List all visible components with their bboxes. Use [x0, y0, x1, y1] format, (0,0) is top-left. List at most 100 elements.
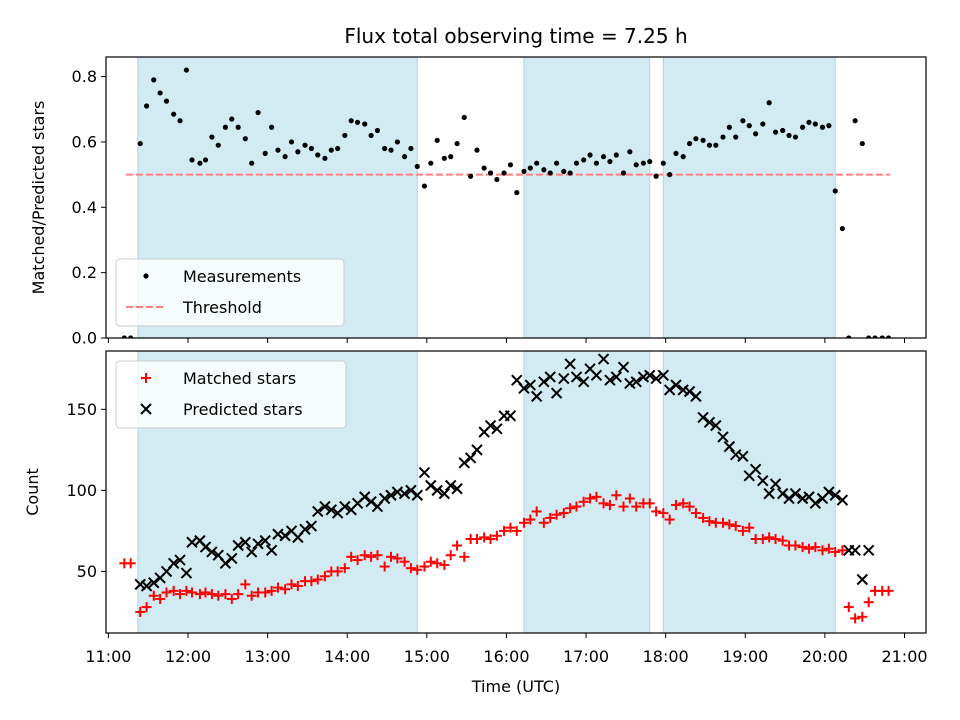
x-stroke-2	[418, 466, 431, 479]
matched-star-point	[857, 611, 868, 622]
measurement-point	[561, 168, 567, 174]
matched-star-point	[445, 550, 456, 561]
predicted-star-point	[339, 500, 351, 513]
measurement-point	[441, 155, 447, 161]
measurement-point	[600, 154, 607, 160]
matched-star-point	[505, 522, 516, 533]
matched-star-point	[624, 493, 635, 504]
x-tick-label: 17:00	[563, 647, 609, 666]
predicted-star-point	[305, 520, 318, 532]
x-stroke-2	[749, 463, 762, 476]
matched-star-point	[240, 579, 251, 590]
predicted-star-point	[862, 544, 875, 557]
matched-star-point	[200, 587, 211, 598]
x-stroke-2	[511, 374, 523, 386]
measurement-point	[879, 335, 885, 338]
legend-marker-matched	[141, 373, 151, 383]
predicted-star-point	[809, 497, 822, 510]
predicted-star-point	[299, 523, 311, 535]
matched-star-point	[604, 499, 615, 510]
predicted-star-point	[464, 452, 477, 464]
predicted-star-point	[140, 580, 153, 592]
measurement-point	[806, 119, 812, 125]
measurement-point	[401, 154, 408, 160]
measurement-point	[740, 118, 746, 124]
matched-star-point	[155, 593, 166, 604]
predicted-star-point	[577, 376, 590, 388]
measurement-point	[733, 134, 739, 140]
predicted-star-point	[167, 557, 180, 570]
matched-star-point	[611, 490, 622, 501]
x-tick-label: 14:00	[324, 647, 370, 666]
measurement-point	[541, 167, 547, 173]
measurement-point	[288, 139, 295, 145]
x-tick-label: 16:00	[483, 647, 529, 666]
predicted-star-point	[279, 530, 291, 542]
x-stroke-2	[186, 536, 198, 548]
matched-star-point	[823, 543, 834, 554]
x-stroke-2	[148, 577, 160, 589]
measurement-point	[620, 170, 627, 176]
measurement-point	[209, 134, 215, 140]
predicted-star-point	[325, 504, 338, 516]
measurement-point	[394, 139, 400, 145]
x-stroke-2	[538, 376, 550, 388]
measurement-point	[255, 109, 261, 116]
measurement-point	[487, 170, 494, 176]
predicted-star-point	[174, 554, 186, 566]
predicted-star-point	[398, 487, 411, 500]
matched-star-point	[571, 501, 582, 512]
x-stroke-2	[717, 431, 729, 443]
x-stroke-2	[518, 382, 530, 394]
x-stroke-2	[558, 372, 570, 385]
matched-star-point	[644, 498, 655, 509]
measurement-point	[786, 132, 792, 139]
x-stroke-2	[140, 403, 152, 415]
x-stroke-2	[405, 484, 417, 497]
x-stroke-2	[245, 546, 258, 558]
axes-frame	[105, 350, 927, 634]
measurement-point	[481, 165, 487, 171]
matched-star-point	[352, 555, 363, 566]
measurement-point	[322, 155, 328, 161]
legend-box	[115, 258, 345, 327]
predicted-star-point	[491, 423, 503, 435]
matched-star-point	[698, 512, 709, 523]
predicted-star-point	[757, 474, 769, 487]
x-stroke-2	[325, 504, 338, 516]
x-stroke-2	[829, 489, 841, 501]
x-stroke-2	[584, 363, 596, 375]
y-tick-label: 0.8	[72, 67, 97, 86]
x-stroke-2	[232, 539, 244, 552]
measurement-point	[766, 100, 772, 106]
predicted-star-point	[530, 390, 543, 403]
x-stroke-2	[252, 538, 264, 550]
measurement-point	[772, 129, 779, 135]
matched-star-point	[717, 517, 728, 528]
matched-star-point	[545, 512, 556, 523]
measurement-point	[421, 183, 428, 189]
measurement-point	[144, 103, 150, 109]
matched-star-point	[419, 561, 430, 572]
matched-star-point	[220, 589, 231, 600]
measurement-point	[514, 189, 520, 196]
predicted-star-point	[425, 479, 437, 492]
measurement-point	[667, 172, 673, 178]
x-stroke-2	[677, 384, 689, 396]
matched-star-point	[810, 542, 821, 553]
measurement-point	[388, 147, 394, 153]
matched-star-point	[372, 550, 383, 561]
measurement-point	[613, 152, 619, 158]
measurement-point	[780, 127, 786, 134]
predicted-star-point	[657, 369, 669, 382]
predicted-star-point	[418, 466, 431, 479]
predicted-star-point	[849, 544, 861, 557]
matched-star-point	[737, 525, 748, 536]
measurement-point	[573, 160, 580, 166]
x-stroke-2	[803, 491, 815, 503]
axes-frame	[105, 56, 927, 339]
matched-star-point	[319, 571, 330, 582]
matched-star-point	[790, 540, 801, 551]
matched-star-point	[452, 540, 463, 551]
measurement-point	[362, 121, 368, 127]
